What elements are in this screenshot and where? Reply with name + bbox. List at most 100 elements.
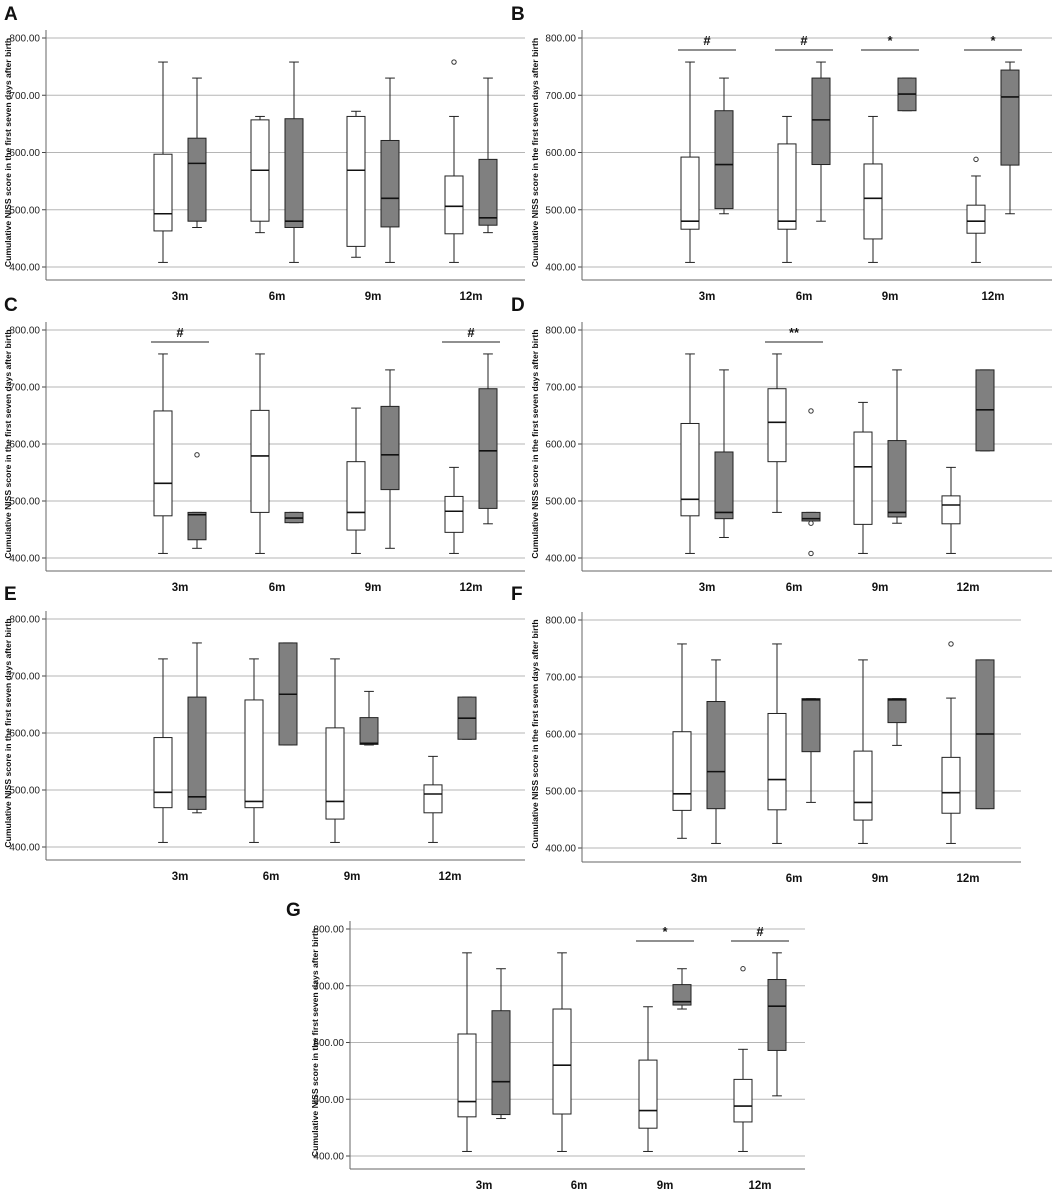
panel-e: E 400.00 500.00 600.00 700.00 800.00Cumulativ…: [3, 584, 525, 883]
box-iqr: [706, 701, 726, 810]
box-plot: [491, 968, 511, 1120]
x-tick-label: 12m: [459, 291, 482, 303]
box-plot: [672, 643, 692, 839]
y-tick-label: 500.00: [545, 787, 576, 798]
box-iqr: [187, 137, 207, 222]
y-tick-label: 700.00: [9, 383, 40, 394]
box-plot: [801, 408, 821, 557]
box-iqr: [863, 163, 883, 240]
box-iqr: [444, 175, 464, 235]
box-plot: [680, 61, 700, 263]
y-tick-label: 500.00: [9, 497, 40, 508]
box-plot: [444, 466, 464, 554]
box-iqr: [380, 139, 400, 228]
x-tick-label: 6m: [571, 1180, 588, 1190]
y-tick-label: 600.00: [545, 440, 576, 451]
box-plot: [380, 77, 400, 263]
box-plot: [284, 511, 304, 524]
box-plot: [887, 369, 907, 524]
box-iqr: [887, 698, 907, 724]
box-plot: [714, 77, 734, 215]
box-plot: [423, 755, 443, 843]
box-plot: [853, 659, 873, 844]
box-plot: [444, 59, 464, 263]
outlier-point: [740, 966, 746, 972]
x-tick-label: 12m: [748, 1180, 771, 1190]
box-plot: [187, 452, 207, 549]
panel-a: A 400.00 500.00 600.00 700.00 800.00Cumulativ…: [3, 4, 525, 303]
outlier-point: [808, 550, 814, 557]
box-iqr: [777, 143, 797, 230]
box-plot: [638, 1006, 658, 1152]
box-iqr: [187, 511, 207, 541]
x-tick-label: 6m: [269, 582, 286, 594]
box-plot: [706, 659, 726, 844]
box-iqr: [153, 737, 173, 809]
x-tick-label: 3m: [172, 871, 189, 883]
box-plot: [863, 115, 883, 263]
panel-letter: D: [511, 295, 525, 316]
box-iqr: [444, 495, 464, 533]
box-plot: [278, 642, 298, 746]
box-iqr: [380, 405, 400, 491]
x-tick-label: 6m: [786, 582, 803, 594]
box-plot: [941, 466, 961, 554]
box-iqr: [672, 731, 692, 811]
y-tick-label: 500.00: [313, 1095, 344, 1106]
y-tick-label: 400.00: [545, 263, 576, 274]
box-plot: [801, 698, 821, 803]
box-iqr: [672, 984, 692, 1006]
panel-letter: G: [286, 900, 301, 921]
box-plot: [733, 966, 753, 1152]
x-tick-label: 9m: [882, 291, 899, 303]
significance-label: #: [800, 33, 808, 48]
y-tick-label: 700.00: [9, 672, 40, 683]
y-tick-label: 800.00: [545, 34, 576, 45]
y-tick-label: 800.00: [313, 925, 344, 936]
box-iqr: [552, 1008, 572, 1115]
x-tick-label: 3m: [699, 582, 716, 594]
box-iqr: [244, 699, 264, 809]
panel-letter: B: [511, 4, 525, 25]
box-plot: [552, 952, 572, 1152]
y-tick-label: 500.00: [545, 205, 576, 216]
y-tick-label: 800.00: [9, 34, 40, 45]
significance-label: #: [703, 33, 711, 48]
box-iqr: [187, 696, 207, 810]
y-tick-label: 700.00: [313, 981, 344, 992]
box-iqr: [811, 77, 831, 166]
outlier-point: [808, 408, 814, 414]
y-tick-label: 700.00: [9, 91, 40, 102]
box-iqr: [714, 110, 734, 210]
box-iqr: [767, 979, 787, 1051]
x-tick-label: 3m: [691, 873, 708, 885]
y-axis-title: Cumulative NISS score in the first seven…: [3, 618, 13, 847]
box-iqr: [801, 511, 821, 522]
significance-label: *: [662, 924, 668, 939]
box-plot: [153, 61, 173, 263]
box-iqr: [733, 1078, 753, 1123]
box-iqr: [853, 431, 873, 525]
outlier-point: [451, 59, 457, 65]
box-plot: [284, 61, 304, 263]
y-tick-label: 600.00: [9, 148, 40, 159]
box-iqr: [325, 727, 345, 820]
box-iqr: [941, 756, 961, 814]
y-axis-title: Cumulative NISS score in the first seven…: [530, 329, 540, 558]
box-plot: [153, 658, 173, 843]
x-tick-label: 3m: [476, 1180, 493, 1190]
x-tick-label: 9m: [657, 1180, 674, 1190]
box-plot: [714, 369, 734, 538]
x-tick-label: 12m: [956, 873, 979, 885]
y-tick-label: 600.00: [313, 1038, 344, 1049]
panel-b: B 400.00 500.00 600.00 700.00 800.00 Cumulativ…: [511, 4, 1052, 303]
box-iqr: [887, 440, 907, 518]
box-iqr: [1000, 69, 1020, 166]
x-tick-label: 3m: [172, 582, 189, 594]
box-plot: [975, 369, 995, 452]
x-tick-label: 12m: [459, 582, 482, 594]
box-plot: [777, 115, 797, 263]
box-iqr: [491, 1010, 511, 1116]
box-plot: [897, 77, 917, 112]
